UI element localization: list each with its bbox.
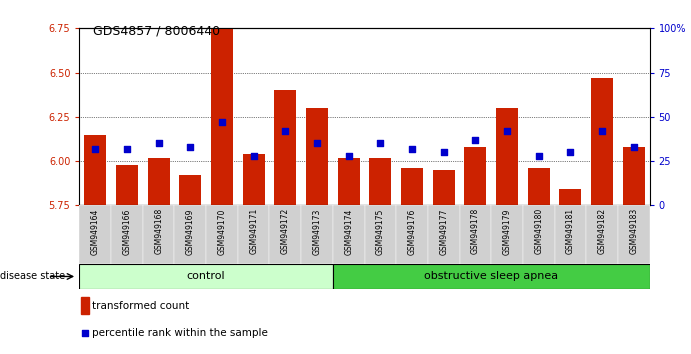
Text: GSM949169: GSM949169 [186,208,195,255]
Text: GSM949181: GSM949181 [566,208,575,255]
Bar [554,205,586,264]
Point [470,137,481,143]
Bar [79,264,333,289]
Text: GSM949164: GSM949164 [91,208,100,255]
Bar [369,158,391,205]
Text: obstructive sleep apnea: obstructive sleep apnea [424,272,558,281]
Text: GSM949173: GSM949173 [312,208,321,255]
Bar [116,165,138,205]
Bar [238,205,269,264]
Text: GSM949179: GSM949179 [502,208,511,255]
Point [248,153,259,159]
Bar [333,264,650,289]
Bar [274,90,296,205]
Bar [81,297,88,314]
Point [122,146,133,152]
Point [184,144,196,150]
Point [280,128,291,134]
Point [406,146,417,152]
Point [628,144,639,150]
Bar [618,205,650,264]
Text: GSM949177: GSM949177 [439,208,448,255]
Text: GSM949183: GSM949183 [630,208,638,255]
Bar [586,205,618,264]
Bar [464,147,486,205]
Point [375,141,386,146]
Bar [496,108,518,205]
Bar [433,170,455,205]
Bar [179,175,201,205]
Text: transformed count: transformed count [93,301,190,310]
Bar [428,205,460,264]
Point [596,128,607,134]
Text: GSM949170: GSM949170 [218,208,227,255]
Bar [301,205,333,264]
Text: GSM949174: GSM949174 [344,208,353,255]
Bar [623,147,645,205]
Bar [396,205,428,264]
Point [438,149,449,155]
Bar [84,135,106,205]
Bar [591,78,613,205]
Bar [523,205,554,264]
Text: disease state: disease state [0,271,65,281]
Point [153,141,164,146]
Text: GSM949182: GSM949182 [598,208,607,255]
Point [79,330,91,336]
Text: GSM949171: GSM949171 [249,208,258,255]
Text: GSM949178: GSM949178 [471,208,480,255]
Text: GSM949172: GSM949172 [281,208,290,255]
Text: GSM949175: GSM949175 [376,208,385,255]
Point [502,128,513,134]
Bar [79,205,111,264]
Bar [174,205,206,264]
Point [343,153,354,159]
Bar [491,205,523,264]
Text: GSM949176: GSM949176 [408,208,417,255]
Bar [148,158,170,205]
Text: control: control [187,272,225,281]
Bar [333,205,364,264]
Point [565,149,576,155]
Point [312,141,323,146]
Bar [111,205,143,264]
Text: GSM949166: GSM949166 [122,208,131,255]
Bar [364,205,396,264]
Bar [401,168,423,205]
Point [533,153,545,159]
Text: GDS4857 / 8006440: GDS4857 / 8006440 [93,25,220,38]
Bar [243,154,265,205]
Point [216,119,227,125]
Bar [206,205,238,264]
Bar [338,158,360,205]
Bar [143,205,174,264]
Bar [211,28,233,205]
Bar [306,108,328,205]
Bar [460,205,491,264]
Point [90,146,101,152]
Text: GSM949168: GSM949168 [154,208,163,255]
Bar [528,168,550,205]
Bar [269,205,301,264]
Text: GSM949180: GSM949180 [534,208,543,255]
Bar [559,189,581,205]
Text: percentile rank within the sample: percentile rank within the sample [93,328,268,338]
